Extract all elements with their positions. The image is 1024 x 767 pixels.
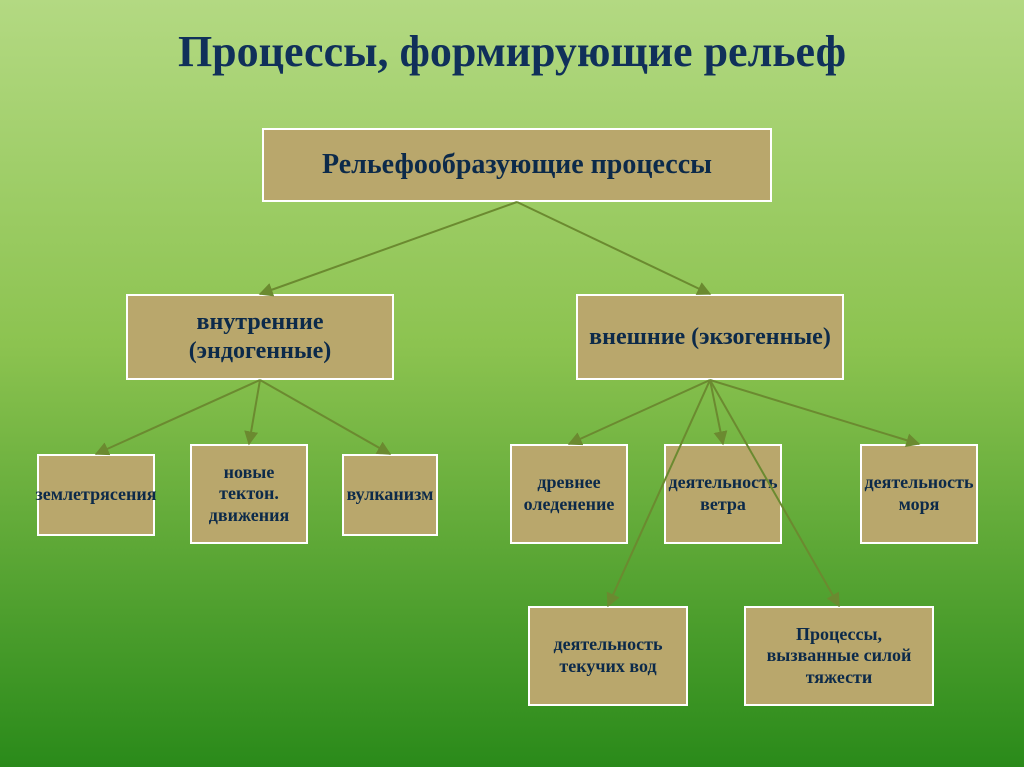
node-glacier: древнее оледенение: [510, 444, 628, 544]
node-inner: внутренние (эндогенные): [126, 294, 394, 380]
node-tectonic: новые тектон. движения: [190, 444, 308, 544]
node-outer: внешние (экзогенные): [576, 294, 844, 380]
node-sea: деятельность моря: [860, 444, 978, 544]
node-wind: деятельность ветра: [664, 444, 782, 544]
node-volcano: вулканизм: [342, 454, 438, 536]
node-root: Рельефообразующие процессы: [262, 128, 772, 202]
slide-title: Процессы, формирующие рельеф: [0, 26, 1024, 77]
node-gravity: Процессы, вызванные силой тяжести: [744, 606, 934, 706]
node-water: деятельность текучих вод: [528, 606, 688, 706]
node-earthquake: землетрясения: [37, 454, 155, 536]
